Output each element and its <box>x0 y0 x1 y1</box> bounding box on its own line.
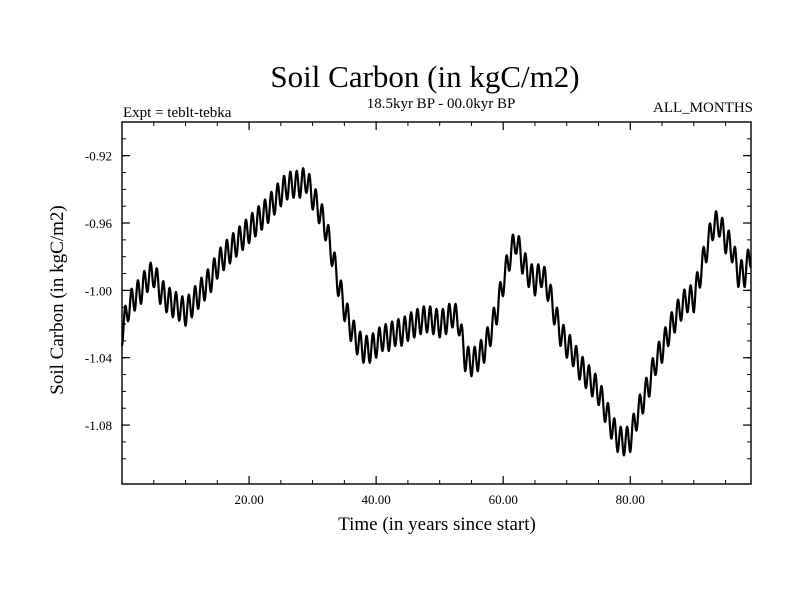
x-tick-label: 80.00 <box>616 492 645 507</box>
y-tick-label: -0.92 <box>85 149 112 164</box>
x-axis-label: Time (in years since start) <box>338 514 536 535</box>
x-tick-label: 40.00 <box>362 492 391 507</box>
x-tick-label: 20.00 <box>234 492 263 507</box>
y-tick-label: -1.04 <box>85 351 113 366</box>
y-tick-label: -1.00 <box>85 283 112 298</box>
y-tick-label: -0.96 <box>85 216 113 231</box>
series-line-soil-carbon <box>120 167 752 457</box>
y-tick-label: -1.08 <box>85 418 112 433</box>
months-label: ALL_MONTHS <box>653 100 753 116</box>
y-axis-label: Soil Carbon (in kgC/m2) <box>47 205 68 394</box>
y-axis: -0.92 -0.96 -1.00 -1.04 -1.08 <box>85 138 751 460</box>
plot-frame <box>121 121 752 485</box>
experiment-label: Expt = teblt-tebka <box>123 105 232 121</box>
chart-title: Soil Carbon (in kgC/m2) <box>270 59 579 94</box>
x-tick-label: 60.00 <box>489 492 518 507</box>
period-label: 18.5kyr BP - 00.0kyr BP <box>367 96 516 112</box>
